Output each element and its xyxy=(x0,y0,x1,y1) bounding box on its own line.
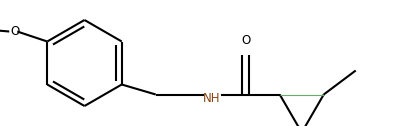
Text: O: O xyxy=(241,34,250,46)
Text: O: O xyxy=(11,25,20,38)
Text: NH: NH xyxy=(203,92,220,105)
